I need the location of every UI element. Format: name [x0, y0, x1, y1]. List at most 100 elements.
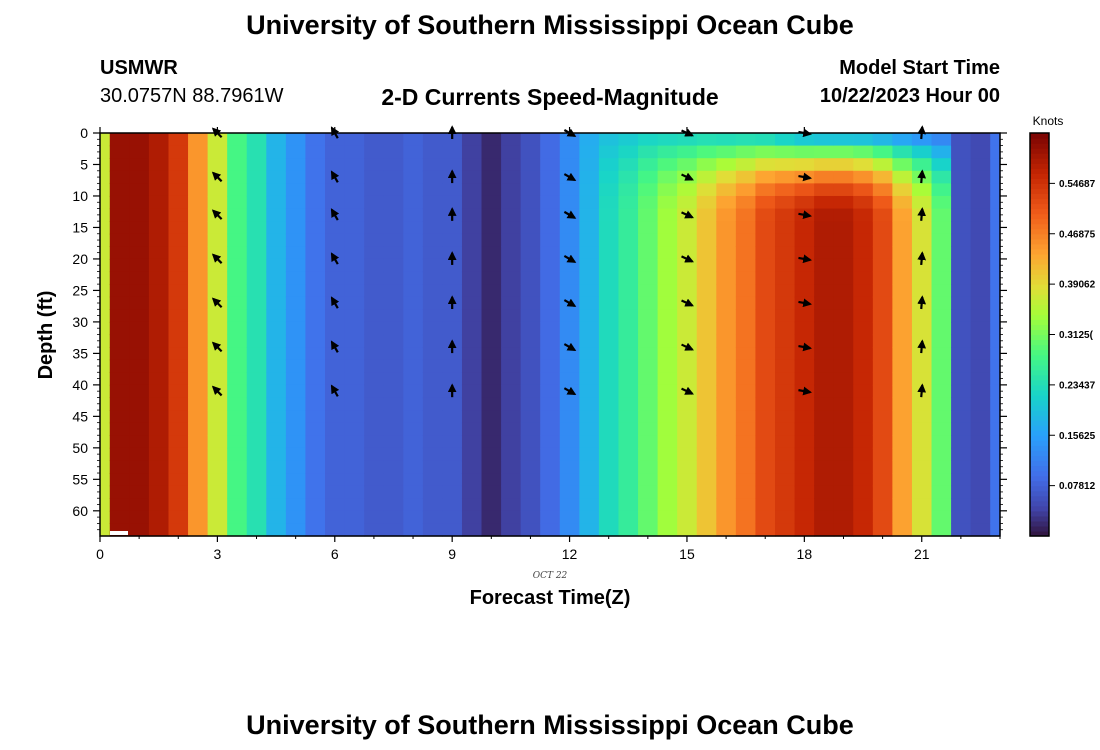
heatmap-cell [638, 422, 659, 436]
heatmap-cell [403, 246, 424, 260]
heatmap-cell [755, 309, 776, 323]
footer-title: University of Southern Mississippi Ocean… [246, 710, 854, 740]
current-vector [681, 386, 694, 395]
colorbar-segment [1030, 168, 1049, 174]
heatmap-cell [735, 183, 757, 197]
heatmap-cell [833, 170, 854, 184]
heatmap-cell [246, 133, 267, 147]
heatmap-cell [266, 208, 287, 222]
heatmap-cell [100, 208, 111, 222]
heatmap-cell [657, 422, 678, 436]
heatmap-cell [872, 372, 893, 386]
heatmap-cell [853, 523, 874, 537]
heatmap-cell [755, 208, 776, 222]
heatmap-cell [129, 397, 150, 411]
heatmap-cell [364, 359, 385, 373]
heatmap-cell [501, 334, 522, 348]
heatmap-cell [325, 133, 346, 147]
heatmap-cell [559, 473, 580, 487]
heatmap-cell [148, 208, 170, 222]
heatmap-cell [794, 195, 815, 210]
heatmap-cell [520, 145, 541, 159]
heatmap-cell [931, 473, 952, 487]
heatmap-cell [794, 271, 815, 285]
heatmap-cell [677, 145, 698, 159]
heatmap-cell [481, 347, 502, 361]
heatmap-cell [501, 410, 522, 424]
heatmap-cell [716, 359, 737, 373]
heatmap-cell [931, 347, 952, 361]
heatmap-cell [638, 246, 659, 260]
heatmap-cell [540, 510, 561, 524]
colorbar-segment [1030, 183, 1049, 190]
heatmap-cell [305, 473, 326, 487]
heatmap-cell [109, 473, 130, 487]
heatmap-cell [579, 195, 600, 210]
heatmap-cell [951, 523, 972, 537]
heatmap-cell [188, 208, 209, 222]
heatmap-cell [657, 321, 678, 336]
colorbar-tick-label: 0.39062 [1059, 280, 1096, 291]
heatmap-cell [735, 372, 757, 386]
heatmap-cell [970, 435, 991, 449]
heatmap-cell [657, 145, 678, 159]
heatmap-cell [911, 460, 933, 474]
heatmap-cell [775, 460, 796, 474]
heatmap-cell [794, 422, 815, 436]
heatmap-cell [735, 195, 757, 210]
heatmap-cell [501, 170, 522, 184]
heatmap-cell [364, 246, 385, 260]
heatmap-cell [100, 397, 111, 411]
current-vector [211, 385, 223, 397]
heatmap-cell [305, 284, 326, 298]
colorbar-segment [1030, 173, 1049, 179]
heatmap-cell [833, 447, 854, 462]
heatmap-cell [148, 435, 170, 449]
heatmap-cell [168, 510, 189, 524]
current-vector [563, 210, 577, 219]
heatmap-cell [109, 296, 130, 310]
colorbar-segment [1030, 284, 1049, 290]
heatmap-cell [364, 372, 385, 386]
heatmap-cell [344, 208, 365, 222]
heatmap-cell [794, 460, 815, 474]
heatmap-cell [461, 447, 483, 462]
heatmap-cell [951, 372, 972, 386]
heatmap-cell [227, 473, 248, 487]
heatmap-cell [735, 158, 757, 172]
heatmap-cell [227, 321, 248, 336]
heatmap-cell [403, 195, 424, 210]
heatmap-cell [168, 233, 189, 247]
heatmap-cell [833, 347, 854, 361]
heatmap-cell [951, 473, 972, 487]
heatmap-cell [579, 460, 600, 474]
heatmap-cell [520, 334, 541, 348]
heatmap-cell [188, 498, 209, 512]
colorbar-segment [1030, 269, 1049, 275]
current-vector [681, 254, 694, 263]
heatmap-cell [520, 233, 541, 247]
heatmap-cell [618, 233, 639, 247]
heatmap-cell [833, 133, 854, 147]
heatmap-cell [540, 309, 561, 323]
heatmap-cell [383, 133, 404, 147]
heatmap-cell [794, 498, 815, 512]
heatmap-cell [344, 372, 365, 386]
heatmap-cell [598, 271, 620, 285]
heatmap-cell [872, 321, 893, 336]
heatmap-cell [638, 271, 659, 285]
heatmap-cell [892, 460, 913, 474]
heatmap-cell [598, 258, 620, 273]
colorbar-segment [1030, 455, 1049, 462]
heatmap-cell [461, 460, 483, 474]
heatmap-cell [501, 397, 522, 411]
heatmap-cell [461, 347, 483, 361]
heatmap-cell [344, 384, 365, 399]
heatmap-cell [872, 284, 893, 298]
heatmap-cell [872, 422, 893, 436]
heatmap-cell [266, 372, 287, 386]
heatmap-cell [285, 321, 307, 336]
heatmap-cell [481, 246, 502, 260]
heatmap-cell [227, 183, 248, 197]
heatmap-cell [227, 397, 248, 411]
